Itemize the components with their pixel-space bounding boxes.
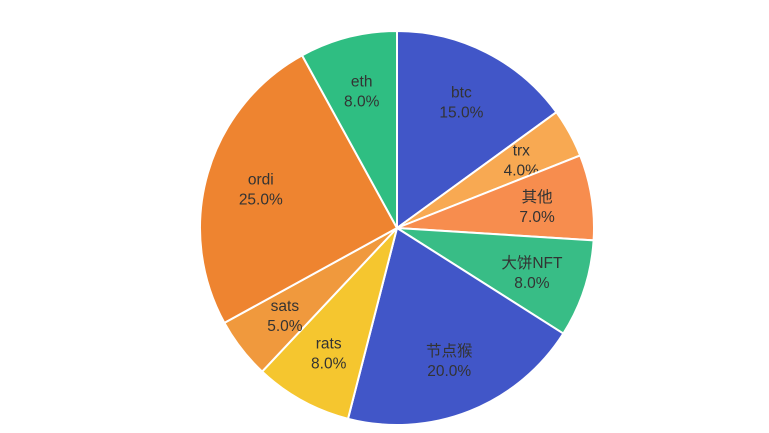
pie-slice-label-3: 大饼NFT 8.0%	[501, 254, 563, 292]
pie-slice-label-0: btc 15.0%	[439, 85, 483, 122]
pie-slice-4[interactable]	[347, 227, 565, 426]
pie-slice-5[interactable]	[261, 227, 398, 420]
pie-slice-0[interactable]	[396, 30, 558, 229]
pie-slice-label-2: 其他 7.0%	[519, 188, 555, 226]
pie-slice-label-4: 节点猴 20.0%	[426, 342, 473, 380]
pie-slice-label-5: rats 8.0%	[311, 335, 347, 372]
pie-slice-8[interactable]	[301, 30, 398, 229]
pie-slice-label-6: sats 5.0%	[267, 298, 303, 335]
pie-slice-label-7: ordi 25.0%	[239, 171, 283, 208]
pie-slice-3[interactable]	[396, 227, 595, 335]
pie-slice-7[interactable]	[199, 54, 398, 324]
pie-slice-label-8: eth 8.0%	[344, 74, 380, 111]
